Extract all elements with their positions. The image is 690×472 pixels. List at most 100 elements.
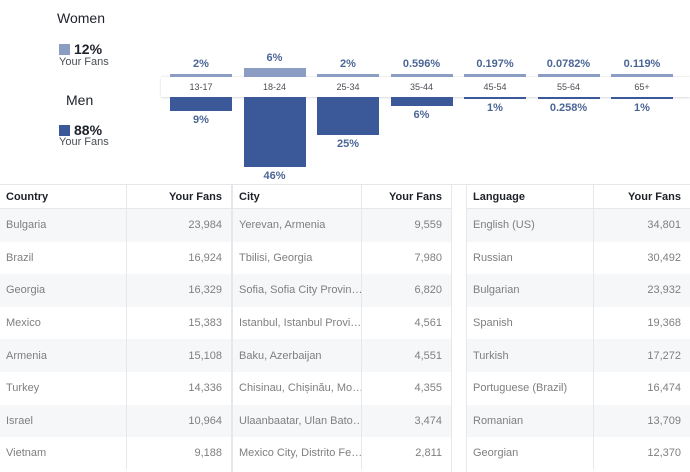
language-table-header: Language Your Fans — [467, 185, 690, 209]
women-sub-label: Your Fans — [59, 56, 109, 68]
table-row: Tbilisi, Georgia 7,980 — [233, 241, 451, 275]
your-fans-column-header[interactable]: Your Fans — [593, 185, 690, 208]
language-name-cell: Portuguese (Brazil) — [473, 382, 568, 395]
city-name-cell: Istanbul, Istanbul Provi… — [239, 317, 361, 330]
women-legend-title: Women — [57, 10, 105, 26]
language-name-cell: Romanian — [473, 414, 524, 427]
men-bar-45-54[interactable] — [464, 97, 526, 99]
men-bar-55-64[interactable] — [537, 97, 600, 99]
country-column-header[interactable]: Country — [6, 190, 49, 203]
city-fans-cell: 6,820 — [361, 274, 451, 307]
men-bar-35-44[interactable] — [390, 97, 453, 107]
men-bar-65+[interactable] — [611, 97, 673, 99]
table-row: Armenia 15,108 — [0, 339, 231, 372]
table-row: Vietnam 9,188 — [0, 437, 231, 470]
women-value-55-64: 0.0782% — [546, 58, 591, 70]
women-swatch — [59, 43, 70, 55]
city-column-header[interactable]: City — [239, 190, 260, 203]
language-fans-cell: 19,368 — [593, 306, 690, 340]
language-fans-cell: 34,801 — [593, 209, 690, 242]
city-table-header: City Your Fans — [233, 185, 451, 209]
language-name-cell: Turkish — [473, 349, 509, 362]
table-row: Sofia, Sofia City Provin… 6,820 — [233, 274, 451, 307]
city-fans-cell: 4,561 — [361, 306, 451, 340]
table-row: Russian 30,492 — [467, 241, 690, 275]
language-name-cell: Russian — [473, 251, 513, 264]
men-value-25-34: 25% — [336, 138, 360, 151]
men-percent: 88% — [74, 122, 103, 138]
country-name-cell: Turkey — [6, 382, 40, 395]
men-value-13-17: 9% — [193, 113, 209, 126]
table-gap — [452, 184, 466, 472]
men-value-55-64: 0.258% — [549, 102, 588, 114]
men-bar-25-34[interactable] — [317, 97, 379, 136]
women-bar-45-54[interactable] — [464, 74, 526, 77]
age-label-45-54: 45-54 — [483, 82, 507, 92]
men-value-45-54: 1% — [487, 102, 503, 114]
men-bar-13-17[interactable] — [170, 97, 232, 111]
city-name-cell: Sofia, Sofia City Provin… — [239, 284, 361, 297]
table-row: Bulgarian 23,932 — [467, 274, 690, 307]
city-fans-cell: 9,559 — [361, 209, 451, 242]
your-fans-column-header[interactable]: Your Fans — [126, 185, 231, 208]
women-bar-25-34[interactable] — [317, 73, 379, 77]
country-name-cell: Brazil — [6, 251, 34, 264]
age-label-35-44: 35-44 — [409, 82, 434, 92]
language-name-cell: Georgian — [473, 447, 519, 460]
men-value-65+: 1% — [634, 102, 650, 114]
table-row: English (US) 34,801 — [467, 209, 690, 242]
country-table: Country Your Fans Bulgaria 23,984 Brazil 16,9… — [0, 184, 232, 472]
women-percent: 12% — [74, 41, 103, 57]
table-row: Spanish 19,368 — [467, 306, 690, 340]
fan-tables: Country Your Fans Bulgaria 23,984 Brazil 16,9… — [0, 184, 690, 472]
city-name-cell: Mexico City, Distrito Fe… — [239, 447, 361, 460]
city-table: City Your Fans Yerevan, Armenia 9,559 Tbilis… — [232, 184, 452, 472]
country-fans-cell: 15,383 — [126, 306, 231, 340]
language-fans-cell: 16,474 — [593, 371, 690, 405]
age-label-65+: 65+ — [634, 82, 650, 92]
country-name-cell: Armenia — [6, 349, 47, 362]
language-fans-cell: 17,272 — [593, 339, 690, 372]
city-fans-cell: 2,811 — [361, 437, 451, 470]
language-fans-cell: 12,370 — [593, 437, 690, 470]
men-legend-title: Men — [66, 92, 94, 108]
table-row: Brazil 16,924 — [0, 241, 231, 275]
table-row: Israel 10,964 — [0, 404, 231, 438]
country-table-body: Bulgaria 23,984 Brazil 16,924 Georgia 16,329 M… — [0, 209, 231, 470]
city-fans-cell: 7,980 — [361, 241, 451, 275]
table-row: Georgia 16,329 — [0, 274, 231, 307]
women-bar-35-44[interactable] — [390, 74, 453, 77]
age-label-18-24: 18-24 — [262, 82, 287, 92]
age-axis — [161, 77, 690, 97]
men-bar-18-24[interactable] — [243, 97, 306, 167]
table-row: Mexico 15,383 — [0, 306, 231, 340]
city-fans-cell: 3,474 — [361, 404, 451, 438]
table-row: Georgian 12,370 — [467, 437, 690, 470]
your-fans-column-header[interactable]: Your Fans — [361, 185, 451, 208]
table-row: Portuguese (Brazil) 16,474 — [467, 371, 690, 405]
table-row: Chisinau, Chișinău, Mo… 4,355 — [233, 371, 451, 405]
city-name-cell: Ulaanbaatar, Ulan Bato… — [239, 414, 361, 427]
women-bar-65+[interactable] — [611, 74, 673, 77]
women-value-13-17: 2% — [193, 57, 209, 70]
age-label-13-17: 13-17 — [189, 82, 213, 92]
women-bar-55-64[interactable] — [537, 74, 600, 77]
language-table-body: English (US) 34,801 Russian 30,492 Bulgarian… — [467, 209, 690, 470]
women-legend: 12% — [59, 41, 102, 57]
women-value-45-54: 0.197% — [476, 58, 514, 70]
table-row: Turkish 17,272 — [467, 339, 690, 372]
language-name-cell: Bulgarian — [473, 284, 520, 297]
city-fans-cell: 4,355 — [361, 371, 451, 405]
table-row: Ulaanbaatar, Ulan Bato… 3,474 — [233, 404, 451, 438]
country-name-cell: Bulgaria — [6, 219, 47, 232]
table-row: Istanbul, Istanbul Provi… 4,561 — [233, 306, 451, 340]
men-sub-label: Your Fans — [59, 136, 109, 148]
men-legend: 88% — [59, 122, 102, 138]
table-row: Bulgaria 23,984 — [0, 209, 231, 242]
language-column-header[interactable]: Language — [473, 190, 525, 203]
table-row: Turkey 14,336 — [0, 371, 231, 405]
women-bar-18-24[interactable] — [243, 67, 306, 77]
country-table-header: Country Your Fans — [0, 185, 231, 209]
table-row: Mexico City, Distrito Fe… 2,811 — [233, 437, 451, 470]
women-bar-13-17[interactable] — [170, 73, 232, 77]
